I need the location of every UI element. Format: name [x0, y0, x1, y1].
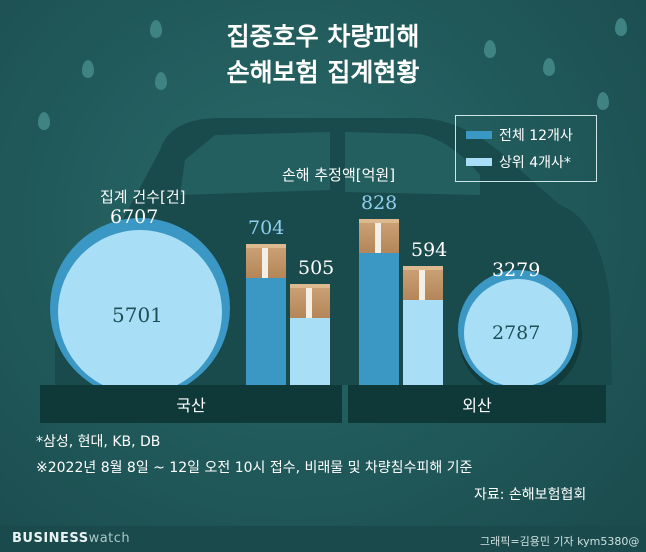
raindrop-icon [150, 20, 162, 38]
domestic-top4-box-icon [290, 284, 330, 318]
note-insurers: *삼성, 현대, KB, DB [36, 434, 161, 450]
foreign-top4-count-circle [464, 279, 572, 387]
legend-entry-top4: 상위 4개사* [466, 152, 571, 172]
domestic-total-box-icon [246, 244, 286, 279]
domestic-total-count-value: 6707 [110, 206, 159, 228]
domestic-total-damage-value: 704 [248, 217, 285, 240]
foreign-total-count-value: 3279 [492, 259, 541, 281]
legend-label-top4: 상위 4개사* [499, 155, 571, 171]
chart-title-line-2: 손해보험 집계현황 [226, 58, 420, 87]
foreign-total-box-icon [359, 219, 399, 254]
raindrop-icon [38, 112, 50, 130]
legend-label-total: 전체 12개사 [499, 128, 573, 144]
note-period: ※2022년 8월 8일 ~ 12일 오전 10시 접수, 비래물 및 차량침수… [36, 460, 473, 476]
footer-bar: BUSINESSwatch 그래픽=김용민 기자 kym5380@ [0, 526, 646, 552]
legend-entry-total: 전체 12개사 [466, 125, 573, 145]
raindrop-icon [155, 72, 167, 90]
foreign-total-damage-value: 828 [361, 192, 398, 215]
chart-title-line-1: 집중호우 차량피해 [226, 22, 420, 51]
legend-swatch-top4 [466, 158, 492, 166]
raindrop-icon [597, 92, 609, 110]
foreign-top4-damage-value: 594 [411, 239, 448, 262]
legend-swatch-total [466, 131, 492, 139]
foreign-category-band: 외산 [348, 385, 606, 423]
raindrop-icon [615, 18, 627, 36]
raindrop-icon [484, 40, 496, 58]
raindrop-icon [543, 58, 555, 76]
foreign-top4-count-value: 2787 [492, 322, 541, 344]
legend: 전체 12개사 상위 4개사* [455, 115, 597, 182]
raindrop-icon [82, 60, 94, 78]
domestic-top4-damage-value: 505 [298, 257, 335, 279]
domestic-category-band: 국산 [40, 385, 342, 423]
damage-section-label: 손해 추정액[억원] [282, 166, 396, 184]
foreign-top4-box-icon [403, 266, 443, 301]
credit-text: 그래픽=김용민 기자 kym5380@ [480, 535, 640, 548]
count-section-label: 집계 건수[건] [100, 188, 186, 206]
source-note: 자료: 손해보험협회 [474, 487, 587, 503]
brand-logo: BUSINESSwatch [12, 531, 131, 546]
domestic-top4-count-value: 5701 [112, 303, 163, 327]
domestic-top4-count-circle [58, 230, 222, 394]
